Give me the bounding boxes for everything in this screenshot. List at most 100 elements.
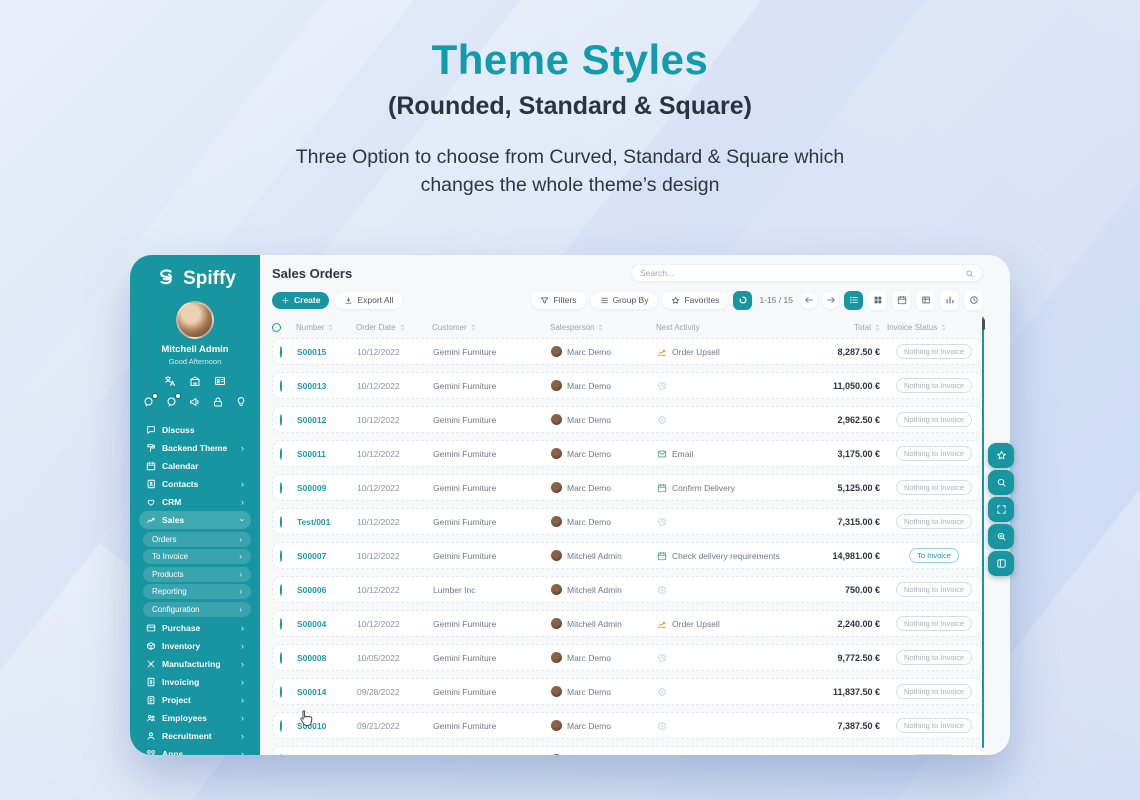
row-checkbox[interactable] — [280, 753, 282, 755]
row-checkbox[interactable] — [280, 345, 282, 358]
row-checkbox[interactable] — [280, 617, 282, 630]
search-box[interactable] — [631, 264, 983, 282]
order-number-link[interactable]: S00008 — [297, 652, 327, 663]
search-input[interactable] — [640, 268, 965, 278]
select-all-checkbox[interactable] — [272, 322, 281, 332]
next-activity-cell[interactable] — [657, 381, 798, 391]
next-activity-cell[interactable] — [657, 517, 798, 527]
table-row[interactable]: S00009 10/12/2022 Gemini Furniture Marc … — [272, 474, 983, 501]
kanban-view-button[interactable] — [868, 290, 887, 310]
next-page-button[interactable] — [822, 291, 839, 309]
table-row[interactable]: S00011 10/12/2022 Gemini Furniture Marc … — [272, 440, 983, 467]
next-activity-cell[interactable]: Check delivery requirements — [657, 551, 798, 561]
row-checkbox[interactable] — [280, 685, 282, 698]
order-number-link[interactable]: S00011 — [297, 448, 326, 459]
filters-button[interactable]: Filters — [531, 291, 586, 309]
row-checkbox[interactable] — [280, 719, 282, 732]
sidebar-item-sales[interactable]: Sales › — [139, 511, 251, 529]
order-number-link[interactable]: S00013 — [297, 380, 327, 391]
order-number-link[interactable]: S00012 — [297, 414, 327, 425]
header-order-date[interactable]: Order Date — [356, 323, 432, 332]
chat-icon[interactable] — [143, 393, 158, 408]
group-by-button[interactable]: Group By — [590, 291, 658, 309]
order-number-link[interactable]: S00009 — [297, 482, 327, 493]
sidebar-item-purchase[interactable]: Purchase › — [139, 619, 251, 637]
next-activity-cell[interactable]: Order Upsell — [657, 619, 798, 629]
order-number-link[interactable]: S00014 — [297, 686, 327, 697]
sidebar-subitem-orders[interactable]: Orders › — [143, 531, 251, 547]
bulb-icon[interactable] — [235, 396, 247, 408]
brand[interactable]: Spiffy — [130, 267, 260, 291]
order-number-link[interactable]: Test/001 — [297, 516, 331, 527]
row-checkbox[interactable] — [280, 515, 282, 528]
list-view-button[interactable] — [844, 290, 863, 310]
header-salesperson[interactable]: Salesperson — [550, 323, 656, 332]
next-activity-cell[interactable]: Email — [657, 449, 798, 459]
clock-view-button[interactable] — [964, 290, 983, 310]
header-invoice-status[interactable]: Invoice Status — [887, 323, 983, 332]
row-checkbox[interactable] — [280, 379, 282, 392]
sidebar-item-backend-theme[interactable]: Backend Theme › — [139, 439, 251, 457]
table-row[interactable]: S00006 10/12/2022 Lumber Inc Mitchell Ad… — [272, 576, 983, 603]
table-row[interactable]: S00013 10/12/2022 Gemini Furniture Marc … — [272, 372, 983, 399]
sidebar-item-apps[interactable]: Apps › — [139, 745, 251, 755]
table-row[interactable]: S00012 10/12/2022 Gemini Furniture Marc … — [272, 406, 983, 433]
sidebar-item-recruitment[interactable]: Recruitment › — [139, 727, 251, 745]
row-checkbox[interactable] — [280, 583, 282, 596]
row-checkbox[interactable] — [280, 447, 282, 460]
sidebar-item-contacts[interactable]: Contacts › — [139, 475, 251, 493]
sidebar-item-invoicing[interactable]: Invoicing › — [139, 673, 251, 691]
header-number[interactable]: Number — [296, 323, 356, 332]
calendar-view-button[interactable] — [892, 290, 911, 310]
table-row[interactable]: S00008 10/05/2022 Gemini Furniture Marc … — [272, 644, 983, 671]
previous-page-button[interactable] — [800, 291, 817, 309]
idcard-icon[interactable] — [214, 375, 226, 387]
header-total[interactable]: Total — [799, 323, 887, 332]
building-icon[interactable] — [189, 375, 201, 387]
scrollbar-thumb[interactable] — [982, 319, 985, 330]
row-checkbox[interactable] — [280, 481, 282, 494]
table-row[interactable]: S00014 09/28/2022 Gemini Furniture Marc … — [272, 678, 983, 705]
sidebar-subitem-configuration[interactable]: Configuration › — [143, 601, 251, 617]
megaphone-icon[interactable] — [189, 396, 201, 408]
order-number-link[interactable]: S00010 — [297, 720, 327, 731]
sidebar-subitem-products[interactable]: Products › — [143, 566, 251, 582]
sidebar-item-discuss[interactable]: Discuss — [139, 421, 251, 439]
order-number-link[interactable]: S00015 — [297, 346, 327, 357]
pivot-view-button[interactable] — [916, 290, 935, 310]
next-activity-cell[interactable] — [657, 415, 798, 425]
zoom-in-fab[interactable] — [988, 524, 1014, 549]
chat-icon[interactable] — [166, 393, 181, 408]
user-avatar[interactable] — [176, 301, 214, 339]
header-customer[interactable]: Customer — [432, 323, 550, 332]
translate-icon[interactable] — [164, 375, 176, 387]
scrollbar-track[interactable] — [982, 317, 984, 748]
next-activity-cell[interactable]: Confirm Delivery — [657, 483, 798, 493]
sidebar-subitem-reporting[interactable]: Reporting › — [143, 584, 251, 599]
next-activity-cell[interactable] — [657, 653, 798, 663]
table-row[interactable]: S00007 10/12/2022 Gemini Furniture Mitch… — [272, 542, 983, 569]
sidebar-item-manufacturing[interactable]: Manufacturing › — [139, 655, 251, 673]
star-fab[interactable] — [988, 443, 1014, 468]
sidebar-item-inventory[interactable]: Inventory › — [139, 637, 251, 655]
sidebar-item-calendar[interactable]: Calendar — [139, 457, 251, 475]
side-panel-fab[interactable] — [988, 551, 1014, 576]
sidebar-item-crm[interactable]: CRM › — [139, 493, 251, 511]
table-row[interactable]: S00015 10/12/2022 Gemini Furniture Marc … — [272, 338, 983, 365]
table-row[interactable] — [272, 746, 983, 755]
table-row[interactable]: S00004 10/12/2022 Gemini Furniture Mitch… — [272, 610, 983, 637]
row-checkbox[interactable] — [280, 651, 282, 664]
fullscreen-fab[interactable] — [988, 497, 1014, 522]
refresh-button[interactable] — [733, 290, 753, 310]
order-number-link[interactable]: S00004 — [297, 618, 327, 629]
header-next-activity[interactable]: Next Activity — [656, 322, 700, 332]
table-row[interactable]: Test/001 10/12/2022 Gemini Furniture Mar… — [272, 508, 983, 535]
order-number-link[interactable]: S00007 — [297, 550, 327, 561]
create-button[interactable]: Create — [272, 291, 330, 309]
table-row[interactable]: S00010 09/21/2022 Gemini Furniture Marc … — [272, 712, 983, 739]
sidebar-subitem-to-invoice[interactable]: To Invoice › — [143, 549, 251, 564]
search-fab[interactable] — [988, 470, 1014, 495]
next-activity-cell[interactable] — [657, 687, 798, 697]
favorites-button[interactable]: Favorites — [662, 291, 729, 309]
export-all-button[interactable]: Export All — [335, 291, 403, 309]
